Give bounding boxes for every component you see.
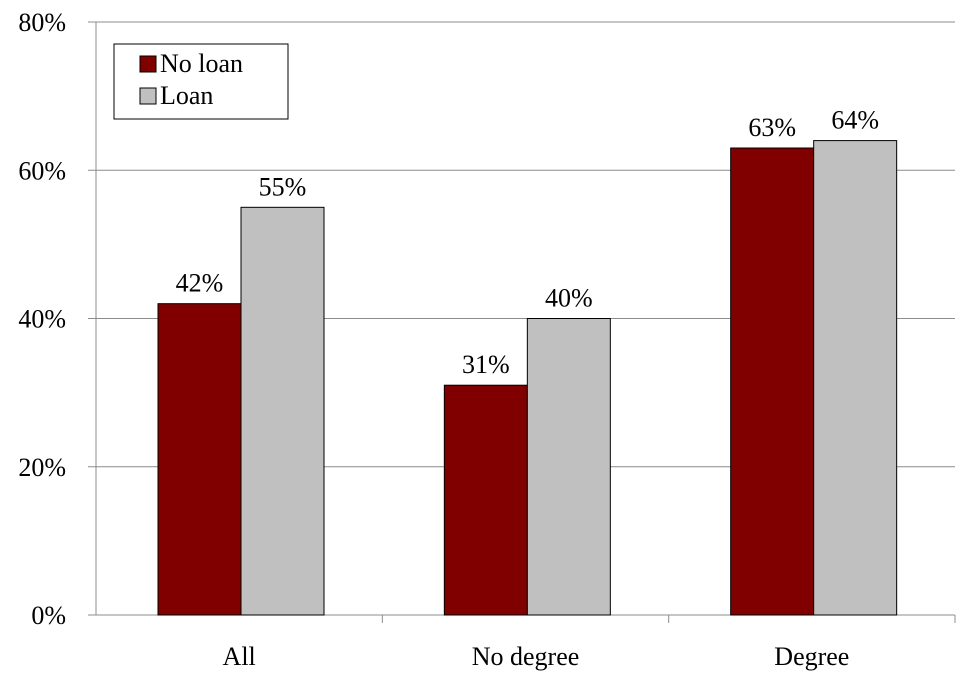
legend-label: No loan [160, 49, 243, 78]
bars [157, 140, 898, 616]
bar-no-loan [157, 303, 242, 616]
data-label: 64% [831, 106, 879, 135]
bar-loan [240, 206, 325, 616]
legend-label: Loan [160, 81, 213, 110]
data-label: 31% [462, 350, 510, 379]
bar-no-loan [443, 384, 528, 616]
y-tick-label: 60% [18, 156, 66, 185]
y-tick-label: 40% [18, 305, 66, 334]
data-label: 42% [176, 269, 224, 298]
bar-loan [813, 140, 898, 616]
x-tick-label: Degree [774, 642, 849, 671]
legend: No loan Loan [113, 43, 289, 120]
legend-swatch [139, 87, 157, 105]
x-tick-label: All [223, 642, 256, 671]
data-label: 40% [545, 284, 593, 313]
y-tick-label: 20% [18, 453, 66, 482]
legend-swatch [139, 55, 157, 73]
data-label: 55% [259, 172, 307, 201]
axes: 0% 20% 40% 60% 80% All No degree Degree [18, 8, 956, 671]
y-tick-label: 80% [18, 8, 66, 37]
data-label: 63% [748, 113, 796, 142]
x-tick-label: No degree [472, 642, 580, 671]
bar-loan [526, 318, 611, 616]
data-labels: 42% 31% 63% 55% 40% 64% [176, 106, 879, 380]
bar-no-loan [730, 147, 815, 616]
y-tick-label: 0% [31, 601, 66, 630]
